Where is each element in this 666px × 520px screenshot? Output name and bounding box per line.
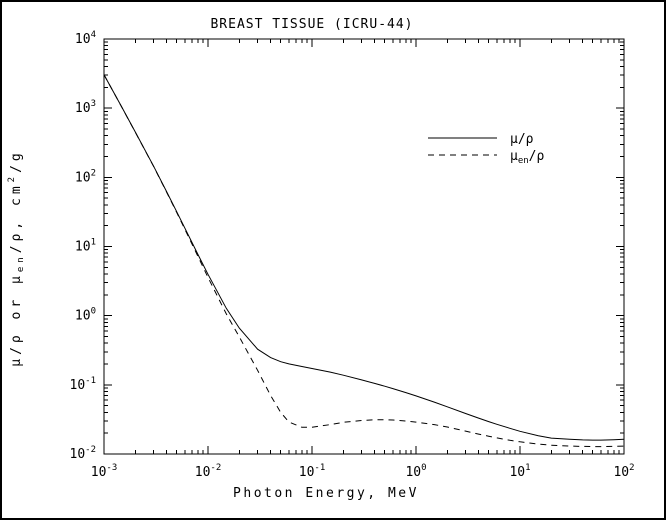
legend: μ/ρ μen/ρ <box>428 132 544 166</box>
x-tick-label: 10-1 <box>299 463 326 480</box>
plot-frame <box>103 38 625 455</box>
chart-title: BREAST TISSUE (ICRU-44) <box>210 17 413 32</box>
x-tick-label: 10-3 <box>91 463 118 480</box>
y-tick-label: 103 <box>75 99 96 116</box>
y-tick-label: 101 <box>75 238 96 255</box>
y-axis-label: μ/ρ or μen/ρ, cm2/g <box>7 149 26 367</box>
x-tick-label: 100 <box>405 463 426 480</box>
legend-label-mu-rho: μ/ρ <box>510 132 534 147</box>
x-axis-label: Photon Energy, MeV <box>233 486 419 501</box>
mu-en-rho-curve <box>103 74 625 448</box>
x-tick-label: 102 <box>613 463 634 480</box>
y-tick-label: 102 <box>75 168 96 185</box>
y-tick-label: 100 <box>75 307 96 324</box>
y-tick-label: 10-1 <box>70 376 97 393</box>
axis-ticks <box>103 38 625 455</box>
mu-rho-curve <box>103 74 625 441</box>
legend-label-mu-en-rho: μen/ρ <box>510 149 544 166</box>
x-tick-labels: 10-3 10-2 10-1 100 101 102 <box>91 463 635 480</box>
y-tick-label: 10-2 <box>70 445 97 462</box>
y-tick-labels: 10-2 10-1 100 101 102 103 104 <box>70 30 97 462</box>
x-tick-label: 101 <box>509 463 530 480</box>
y-tick-label: 104 <box>75 30 96 47</box>
x-tick-label: 10-2 <box>195 463 222 480</box>
